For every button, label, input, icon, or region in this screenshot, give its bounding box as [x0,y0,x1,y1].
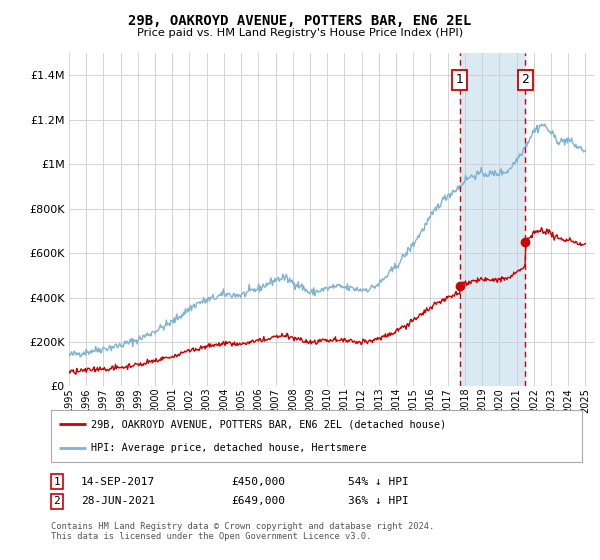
Text: Contains HM Land Registry data © Crown copyright and database right 2024.
This d: Contains HM Land Registry data © Crown c… [51,522,434,542]
Text: £450,000: £450,000 [231,477,285,487]
Text: 14-SEP-2017: 14-SEP-2017 [81,477,155,487]
Text: 2: 2 [521,73,529,86]
Text: 1: 1 [53,477,61,487]
Text: 36% ↓ HPI: 36% ↓ HPI [348,496,409,506]
Bar [460,53,525,386]
Text: Price paid vs. HM Land Registry's House Price Index (HPI): Price paid vs. HM Land Registry's House … [137,28,463,38]
Text: 29B, OAKROYD AVENUE, POTTERS BAR, EN6 2EL: 29B, OAKROYD AVENUE, POTTERS BAR, EN6 2E… [128,14,472,28]
Text: 1: 1 [456,73,464,86]
Text: HPI: Average price, detached house, Hertsmere: HPI: Average price, detached house, Hert… [91,443,367,453]
FancyBboxPatch shape [51,410,582,462]
Text: 54% ↓ HPI: 54% ↓ HPI [348,477,409,487]
Text: 28-JUN-2021: 28-JUN-2021 [81,496,155,506]
Text: 29B, OAKROYD AVENUE, POTTERS BAR, EN6 2EL (detached house): 29B, OAKROYD AVENUE, POTTERS BAR, EN6 2E… [91,419,446,430]
Text: 2: 2 [53,496,61,506]
Text: £649,000: £649,000 [231,496,285,506]
